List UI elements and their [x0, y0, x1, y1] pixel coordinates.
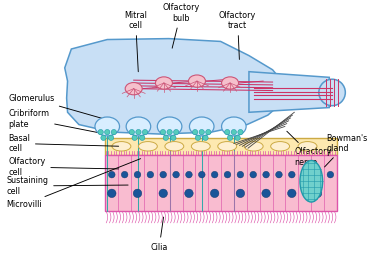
Ellipse shape [298, 141, 317, 151]
Text: Cribriform
plate: Cribriform plate [8, 109, 103, 133]
Circle shape [211, 189, 219, 198]
Circle shape [109, 171, 115, 178]
Circle shape [301, 171, 308, 178]
Circle shape [160, 129, 166, 135]
Ellipse shape [165, 141, 184, 151]
Circle shape [250, 171, 256, 178]
Circle shape [227, 135, 233, 140]
Circle shape [136, 129, 141, 135]
Text: Mitral
cell: Mitral cell [124, 11, 147, 72]
Ellipse shape [300, 160, 323, 202]
Circle shape [319, 79, 345, 106]
Ellipse shape [221, 117, 246, 136]
Circle shape [224, 129, 230, 135]
Circle shape [132, 135, 137, 140]
Circle shape [203, 135, 208, 140]
Text: Olfactory
tract: Olfactory tract [219, 11, 256, 59]
Circle shape [121, 171, 128, 178]
Circle shape [276, 171, 282, 178]
Circle shape [147, 171, 154, 178]
Circle shape [206, 129, 211, 135]
Bar [105, 138, 337, 155]
Circle shape [288, 171, 295, 178]
Text: Cilia: Cilia [150, 217, 168, 252]
Circle shape [314, 171, 321, 178]
Circle shape [327, 171, 334, 178]
Text: Basal
cell: Basal cell [8, 134, 119, 153]
Circle shape [159, 189, 167, 198]
Ellipse shape [191, 141, 210, 151]
Circle shape [199, 171, 205, 178]
Ellipse shape [271, 141, 290, 151]
Ellipse shape [188, 75, 206, 87]
Circle shape [173, 171, 179, 178]
Ellipse shape [138, 141, 157, 151]
Text: Bowman's
gland: Bowman's gland [324, 134, 368, 167]
Polygon shape [65, 39, 282, 134]
Text: Olfactory
nerve: Olfactory nerve [287, 131, 332, 167]
Ellipse shape [125, 83, 142, 95]
Circle shape [163, 135, 168, 140]
Ellipse shape [221, 77, 238, 89]
Circle shape [288, 189, 296, 198]
Circle shape [111, 129, 117, 135]
Circle shape [237, 171, 244, 178]
Circle shape [129, 129, 135, 135]
Circle shape [224, 171, 231, 178]
Circle shape [101, 135, 106, 140]
Ellipse shape [155, 77, 173, 89]
Text: Olfactory
bulb: Olfactory bulb [162, 3, 200, 48]
Ellipse shape [112, 141, 131, 151]
Circle shape [186, 171, 192, 178]
Circle shape [211, 171, 218, 178]
Circle shape [231, 129, 237, 135]
Ellipse shape [218, 141, 237, 151]
Polygon shape [249, 72, 329, 112]
Circle shape [238, 129, 243, 135]
Circle shape [235, 135, 240, 140]
Circle shape [160, 171, 167, 178]
Circle shape [174, 129, 179, 135]
Circle shape [263, 171, 269, 178]
Bar [105, 155, 337, 211]
Circle shape [167, 129, 172, 135]
Circle shape [185, 189, 193, 198]
Circle shape [262, 189, 270, 198]
Text: Glomerulus: Glomerulus [8, 94, 105, 119]
Ellipse shape [244, 141, 263, 151]
Ellipse shape [95, 117, 120, 136]
Text: Microvilli: Microvilli [6, 159, 141, 209]
Circle shape [105, 129, 110, 135]
Circle shape [108, 135, 114, 140]
Circle shape [98, 129, 103, 135]
Ellipse shape [157, 117, 182, 136]
Text: Sustaining
cell: Sustaining cell [6, 176, 128, 196]
Circle shape [133, 189, 142, 198]
Circle shape [143, 129, 148, 135]
Ellipse shape [190, 117, 214, 136]
Circle shape [108, 189, 116, 198]
Ellipse shape [126, 117, 151, 136]
Text: Olfactory
cell: Olfactory cell [8, 157, 119, 177]
Circle shape [134, 171, 141, 178]
Circle shape [199, 129, 205, 135]
Circle shape [193, 129, 198, 135]
Circle shape [313, 189, 322, 198]
Circle shape [139, 135, 145, 140]
Circle shape [195, 135, 200, 140]
Circle shape [236, 189, 245, 198]
Circle shape [171, 135, 176, 140]
